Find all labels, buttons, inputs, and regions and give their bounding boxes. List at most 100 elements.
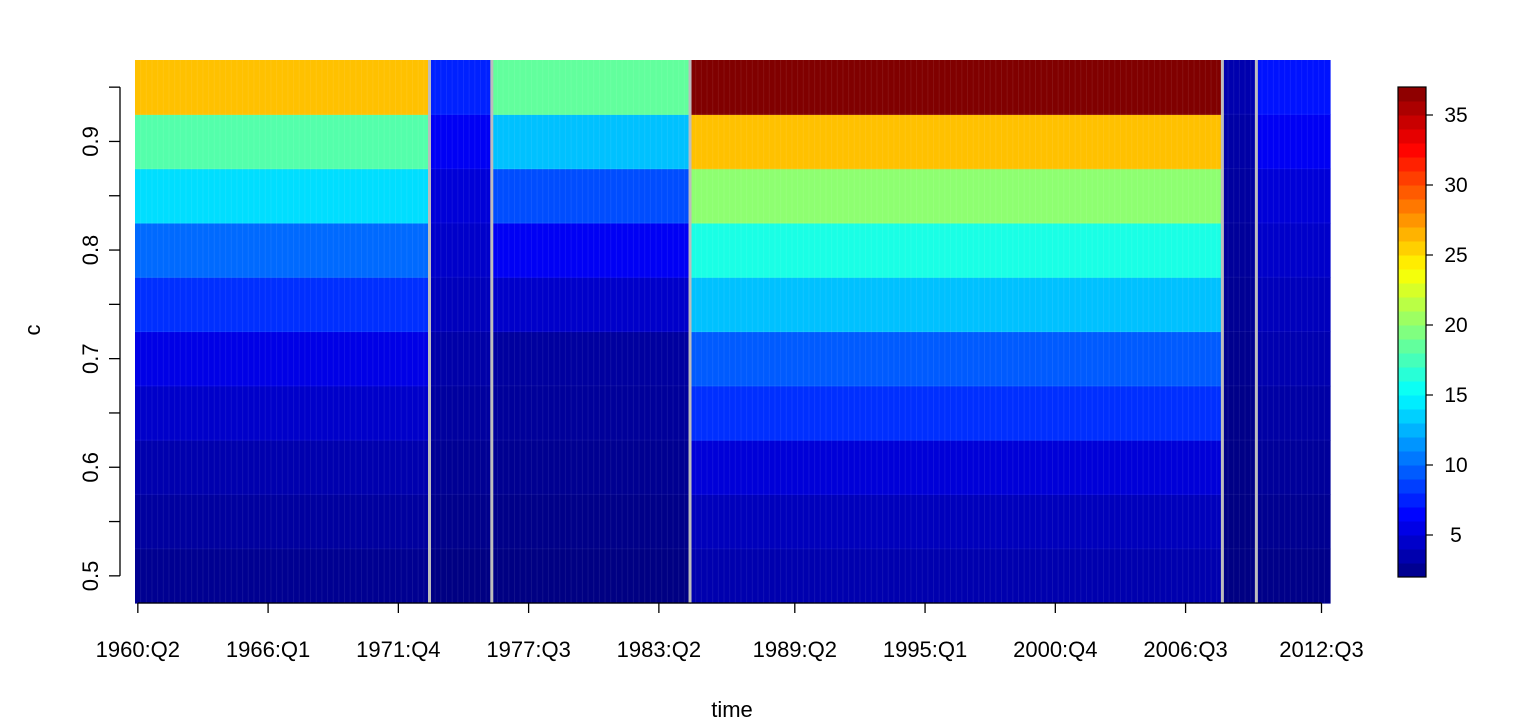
colorbar-bin (1398, 325, 1426, 340)
heatmap-cell (429, 440, 493, 495)
colorbar-bin (1398, 241, 1426, 256)
colorbar-tick-label: 30 (1444, 174, 1467, 197)
heatmap-cell (429, 331, 493, 387)
heatmap-cell (690, 494, 1223, 550)
heatmap-cell (135, 385, 431, 441)
colorbar-bin (1398, 199, 1426, 214)
colorbar-bin (1398, 129, 1426, 144)
x-axis: 1960:Q2 1966:Q1 1971:Q4 1977:Q3 1983:Q2 1989:… (96, 602, 1364, 662)
colorbar-bin (1398, 493, 1426, 508)
heatmap-cell (1256, 222, 1331, 278)
heatmap-cell (1256, 277, 1331, 333)
x-tick-label: 1971:Q4 (356, 637, 440, 662)
colorbar-bin (1398, 185, 1426, 200)
heatmap-cell (690, 548, 1223, 604)
x-tick-label: 1966:Q1 (226, 637, 310, 662)
heatmap-cell (1256, 385, 1331, 441)
heatmap-cell (1222, 222, 1257, 278)
heatmap-cell (1256, 114, 1331, 170)
heatmap-cell (1222, 168, 1257, 224)
heatmap-cell (1222, 494, 1257, 550)
colorbar-tick-label: 35 (1444, 104, 1467, 127)
heatmap-cell (135, 440, 431, 495)
y-tick-label: 0.9 (78, 126, 103, 157)
x-tick-label: 1989:Q2 (753, 637, 837, 662)
colorbar-bin (1398, 437, 1426, 452)
y-tick-label: 0.5 (78, 561, 103, 592)
colorbar-tick-label: 20 (1444, 314, 1467, 337)
colorbar-bin (1398, 423, 1426, 438)
colorbar-bin (1398, 549, 1426, 564)
colorbar-bin (1398, 255, 1426, 270)
heatmap-cell (1222, 385, 1257, 441)
heatmap-cell (429, 60, 493, 115)
colorbar: 5 10 15 20 25 30 35 (1397, 86, 1468, 578)
x-tick-label: 1977:Q3 (486, 637, 570, 662)
colorbar-bin (1398, 367, 1426, 382)
x-tick-label: 1960:Q2 (96, 637, 180, 662)
heatmap-cell (1222, 331, 1257, 387)
x-tick-label: 2012:Q3 (1279, 637, 1363, 662)
heatmap-cell (491, 385, 691, 441)
colorbar-bin (1398, 535, 1426, 550)
heatmap-cell (135, 168, 431, 224)
x-tick-label: 1983:Q2 (617, 637, 701, 662)
heatmap-cell (690, 168, 1223, 224)
heatmap-cell (1256, 331, 1331, 387)
heatmap-cell (1256, 60, 1331, 115)
colorbar-bin (1398, 269, 1426, 284)
heatmap-cell (135, 114, 431, 170)
colorbar-bin (1398, 157, 1426, 172)
heatmap-cell (491, 277, 691, 333)
heatmap-cells (135, 60, 1331, 604)
heatmap-cell (429, 114, 493, 170)
colorbar-bin (1398, 563, 1426, 578)
heatmap-cell (491, 60, 691, 115)
colorbar-bin (1398, 213, 1426, 228)
heatmap-cell (491, 440, 691, 495)
colorbar-bin (1398, 339, 1426, 354)
heatmap-cell (491, 331, 691, 387)
colorbar-bin (1398, 451, 1426, 466)
heatmap-cell (1222, 277, 1257, 333)
heatmap-cell (135, 222, 431, 278)
x-tick-label: 1995:Q1 (883, 637, 967, 662)
colorbar-tick-label: 5 (1450, 524, 1462, 547)
heatmap-cell (690, 114, 1223, 170)
heatmap-cell (135, 494, 431, 550)
heatmap-cell (491, 548, 691, 604)
colorbar-bin (1398, 87, 1426, 102)
heatmap-cell (690, 277, 1223, 333)
heatmap-cell (1256, 440, 1331, 495)
heatmap-cell (429, 385, 493, 441)
heatmap-cell (135, 277, 431, 333)
heatmap-cell (135, 331, 431, 387)
colorbar-bin (1398, 283, 1426, 298)
heatmap-cell (429, 548, 493, 604)
colorbar-tick-label: 15 (1444, 384, 1467, 407)
colorbar-tick-label: 10 (1444, 454, 1467, 477)
x-axis-label: time (711, 697, 753, 722)
x-tick-label: 2000:Q4 (1013, 637, 1097, 662)
y-tick-label: 0.6 (78, 452, 103, 483)
heatmap-cell (690, 385, 1223, 441)
colorbar-bin (1398, 381, 1426, 396)
colorbar-bin (1398, 101, 1426, 116)
heatmap-cell (491, 168, 691, 224)
colorbar-bin (1398, 521, 1426, 536)
colorbar-bin (1398, 479, 1426, 494)
x-tick-label: 2006:Q3 (1143, 637, 1227, 662)
heatmap-cell (491, 494, 691, 550)
heatmap-cell (135, 60, 431, 115)
heatmap-cell (1222, 60, 1257, 115)
heatmap-cell (1222, 440, 1257, 495)
colorbar-bin (1398, 311, 1426, 326)
heatmap-cell (429, 277, 493, 333)
colorbar-frame (1397, 86, 1427, 578)
colorbar-bin (1398, 395, 1426, 410)
colorbar-tick-label: 25 (1444, 244, 1467, 267)
y-tick-label: 0.7 (78, 343, 103, 374)
colorbar-bin (1398, 353, 1426, 368)
colorbar-bin (1398, 171, 1426, 186)
